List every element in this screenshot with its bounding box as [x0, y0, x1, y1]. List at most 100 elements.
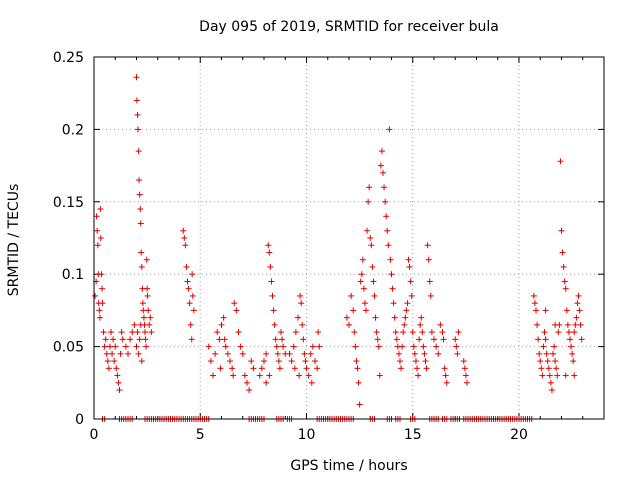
data-point [534, 321, 541, 328]
data-point [543, 350, 550, 357]
data-point [410, 343, 417, 350]
data-point [552, 321, 559, 328]
data-point [575, 292, 582, 299]
data-point [574, 300, 581, 307]
data-point [406, 263, 413, 270]
data-point [407, 278, 414, 285]
data-point [560, 263, 567, 270]
x-axis-label: GPS time / hours [290, 458, 407, 474]
data-point [433, 343, 440, 350]
data-point [102, 336, 109, 343]
data-point [539, 372, 546, 379]
data-point [540, 343, 547, 350]
data-point [292, 329, 299, 336]
data-point [375, 343, 382, 350]
data-point [142, 336, 149, 343]
data-point [537, 358, 544, 365]
data-point [205, 343, 212, 350]
data-point [217, 365, 224, 372]
data-point [136, 191, 143, 198]
data-point [350, 307, 357, 314]
data-point [382, 198, 389, 205]
data-point [356, 401, 363, 408]
data-point [297, 292, 304, 299]
data-point [576, 307, 583, 314]
data-point [111, 358, 118, 365]
data-point [117, 350, 124, 357]
data-point [443, 379, 450, 386]
data-point [222, 343, 229, 350]
data-point [395, 350, 402, 357]
data-point [268, 278, 275, 285]
data-point [227, 358, 233, 365]
data-point [363, 307, 369, 314]
grid [94, 57, 604, 419]
data-point [290, 343, 297, 350]
data-point [270, 307, 277, 314]
data-point [368, 242, 375, 249]
data-point [134, 126, 141, 133]
data-point [98, 271, 105, 278]
y-tick-label: 0.05 [53, 340, 84, 356]
data-point [258, 365, 265, 372]
data-point [405, 256, 412, 263]
data-point [266, 372, 273, 379]
data-point [190, 307, 197, 314]
data-point [365, 198, 372, 205]
data-point [94, 227, 101, 234]
data-point [136, 336, 143, 343]
data-point [399, 343, 406, 350]
y-tick-label: 0.2 [62, 122, 84, 138]
data-point [547, 379, 554, 386]
data-points [92, 74, 585, 422]
data-point [401, 321, 408, 328]
data-point [535, 336, 542, 343]
data-point [103, 350, 110, 357]
data-point [563, 307, 570, 314]
data-point [385, 242, 392, 249]
data-point [261, 358, 267, 365]
data-point [118, 329, 125, 336]
data-point [353, 358, 360, 365]
data-point [144, 285, 151, 292]
data-point [96, 314, 103, 321]
data-point [355, 379, 362, 386]
data-point [286, 350, 293, 357]
data-point [187, 321, 194, 328]
data-point [408, 292, 415, 299]
data-point [221, 336, 228, 343]
data-point [288, 358, 295, 365]
data-point [140, 314, 147, 321]
data-point [409, 329, 416, 336]
data-point [541, 329, 548, 336]
data-point [360, 285, 367, 292]
data-point [189, 271, 196, 278]
data-point [411, 350, 418, 357]
x-tick-label: 5 [196, 427, 205, 443]
data-point [386, 126, 393, 133]
data-point [184, 278, 191, 285]
data-point [562, 285, 569, 292]
data-point [565, 329, 572, 336]
data-point [315, 329, 322, 336]
data-point [143, 256, 150, 263]
data-point [296, 372, 303, 379]
data-point [369, 263, 376, 270]
data-point [308, 379, 315, 386]
data-point [391, 314, 398, 321]
data-point [136, 177, 143, 184]
data-point [553, 365, 560, 372]
data-point [300, 336, 307, 343]
data-point [239, 350, 246, 357]
data-point [571, 329, 578, 336]
data-point [263, 350, 270, 357]
data-point [265, 242, 272, 249]
data-point [143, 343, 150, 350]
data-point [564, 321, 571, 328]
data-point [418, 314, 425, 321]
data-point [423, 365, 430, 372]
data-point [377, 162, 384, 169]
data-point [278, 329, 284, 336]
data-point [272, 336, 279, 343]
data-point [573, 314, 580, 321]
